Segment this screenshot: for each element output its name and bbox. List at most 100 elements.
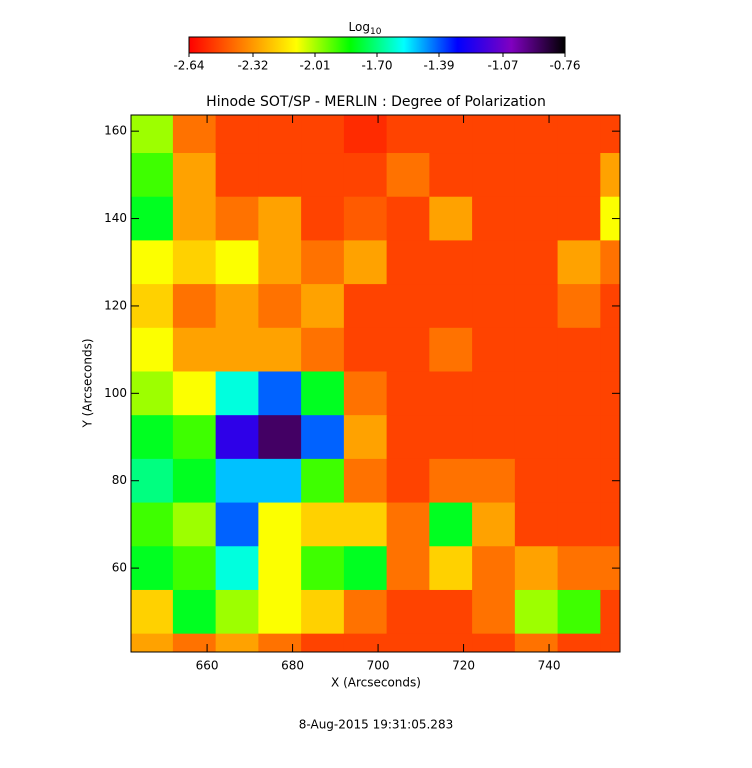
heatmap	[131, 115, 621, 653]
heatmap-cell	[258, 327, 302, 372]
heatmap-cell	[258, 415, 302, 460]
heatmap-cell	[557, 115, 601, 154]
heatmap-cell	[472, 196, 516, 241]
heatmap-cell	[386, 546, 430, 591]
heatmap-cell	[131, 415, 174, 460]
heatmap-cell	[258, 153, 302, 198]
heatmap-cell	[215, 633, 259, 653]
heatmap-cell	[301, 415, 345, 460]
y-tick-label: 160	[104, 124, 127, 138]
heatmap-cell	[215, 327, 259, 372]
heatmap-cell	[429, 240, 473, 285]
heatmap-cell	[215, 371, 259, 416]
heatmap-cell	[472, 502, 516, 547]
heatmap-cell	[386, 115, 430, 154]
heatmap-cell	[215, 502, 259, 547]
colorbar-tick-label: -1.07	[487, 59, 518, 73]
heatmap-cell	[386, 415, 430, 460]
heatmap-cell	[215, 458, 259, 504]
heatmap-cell	[172, 115, 217, 154]
colorbar-tick-label: -1.39	[423, 59, 454, 73]
heatmap-cell	[301, 284, 345, 329]
heatmap-cell	[429, 115, 473, 154]
heatmap-cell	[343, 415, 388, 460]
heatmap-cell	[600, 115, 621, 154]
heatmap-cell	[301, 196, 345, 241]
heatmap-cell	[215, 153, 259, 198]
y-tick-label: 140	[104, 211, 127, 225]
heatmap-cell	[557, 240, 601, 285]
heatmap-cell	[514, 502, 559, 547]
heatmap-cell	[386, 633, 430, 653]
heatmap-cell	[172, 633, 217, 653]
y-tick-label: 120	[104, 298, 127, 312]
heatmap-cell	[258, 502, 302, 547]
heatmap-cell	[131, 502, 174, 547]
heatmap-cell	[258, 371, 302, 416]
colorbar-tick-label: -0.76	[549, 59, 580, 73]
footer-date: 8-Aug-2015 19:31:05.283	[299, 718, 453, 732]
colorbar-label-subscript: 10	[370, 27, 382, 37]
chart-title: Hinode SOT/SP - MERLIN : Degree of Polar…	[206, 94, 546, 110]
heatmap-cell	[301, 546, 345, 591]
heatmap-cell	[386, 589, 430, 635]
heatmap-cell	[472, 327, 516, 372]
heatmap-cell	[215, 589, 259, 635]
heatmap-cell	[215, 196, 259, 241]
heatmap-cell	[429, 458, 473, 504]
x-tick-label: 700	[367, 659, 390, 673]
heatmap-cell	[172, 371, 217, 416]
heatmap-cell	[600, 458, 621, 504]
heatmap-cell	[301, 240, 345, 285]
heatmap-cell	[600, 153, 621, 198]
heatmap-cell	[215, 415, 259, 460]
heatmap-cell	[472, 115, 516, 154]
heatmap-cell	[557, 415, 601, 460]
x-tick-label: 680	[281, 659, 304, 673]
heatmap-cell	[258, 589, 302, 635]
heatmap-cell	[343, 240, 388, 285]
heatmap-cell	[429, 415, 473, 460]
heatmap-cell	[172, 327, 217, 372]
heatmap-cell	[472, 458, 516, 504]
heatmap-cell	[258, 458, 302, 504]
heatmap-cell	[514, 284, 559, 329]
heatmap-cell	[472, 546, 516, 591]
heatmap-cell	[343, 458, 388, 504]
heatmap-cell	[343, 153, 388, 198]
heatmap-cell	[429, 502, 473, 547]
heatmap-cell	[301, 633, 345, 653]
heatmap-cell	[172, 153, 217, 198]
heatmap-cell	[429, 196, 473, 241]
heatmap-cell	[429, 546, 473, 591]
heatmap-cell	[172, 458, 217, 504]
heatmap-cell	[600, 502, 621, 547]
heatmap-cell	[472, 240, 516, 285]
heatmap-cell	[301, 371, 345, 416]
heatmap-cell	[386, 371, 430, 416]
heatmap-cell	[514, 458, 559, 504]
heatmap-cell	[557, 196, 601, 241]
heatmap-cell	[172, 240, 217, 285]
heatmap-cell	[429, 589, 473, 635]
heatmap-cell	[429, 327, 473, 372]
heatmap-cell	[514, 371, 559, 416]
x-tick-label: 660	[196, 659, 219, 673]
heatmap-cell	[514, 415, 559, 460]
heatmap-cell	[343, 371, 388, 416]
heatmap-cell	[429, 633, 473, 653]
heatmap-cell	[429, 284, 473, 329]
plot-frame	[130, 114, 621, 653]
heatmap-cell	[429, 371, 473, 416]
colorbar-tick-label: -2.32	[237, 59, 268, 73]
heatmap-cell	[514, 115, 559, 154]
heatmap-cell	[557, 153, 601, 198]
heatmap-cell	[131, 153, 174, 198]
heatmap-cell	[600, 240, 621, 285]
colorbar-label-text: Log	[349, 20, 370, 34]
heatmap-cell	[557, 284, 601, 329]
heatmap-cell	[600, 546, 621, 591]
heatmap-cell	[131, 633, 174, 653]
heatmap-cell	[343, 633, 388, 653]
heatmap-cell	[557, 371, 601, 416]
